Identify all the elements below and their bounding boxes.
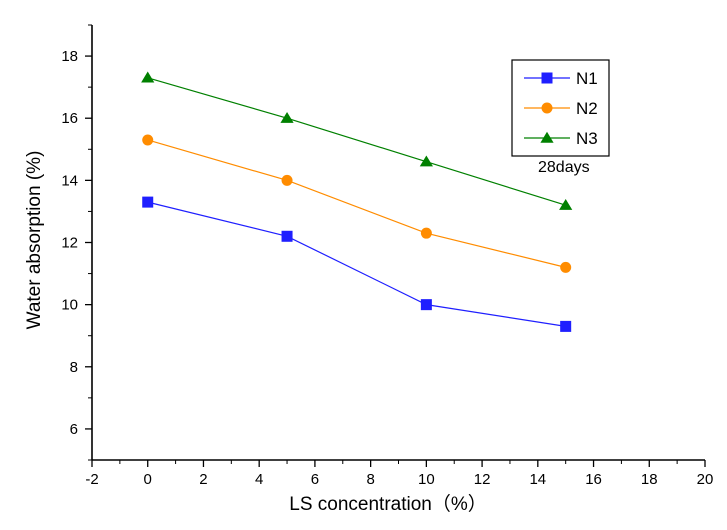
data-point-n1 (142, 196, 154, 208)
data-point-n2 (420, 227, 432, 239)
x-tick-label: 8 (366, 471, 374, 488)
series-line-n3 (147, 77, 566, 206)
series-n2 (142, 134, 572, 273)
series-layer (141, 71, 573, 332)
x-tick-label: 14 (529, 471, 546, 488)
x-tick-label: 12 (474, 471, 491, 488)
axes: -2 0 2 4 6 8 10 12 14 16 18 20 6 8 10 12 14 16 18 (61, 24, 714, 488)
y-tick-label: 8 (70, 359, 78, 376)
data-point-n1 (281, 230, 293, 242)
y-axis-title: Water absorption (%) (24, 151, 45, 330)
legend-item-n3: N3 (524, 129, 598, 148)
legend-label: N3 (576, 129, 598, 148)
data-point-n3 (141, 71, 155, 83)
series-n1 (142, 196, 572, 332)
legend-marker (541, 72, 553, 84)
legend-item-n1: N1 (524, 69, 598, 88)
series-line-n2 (147, 139, 566, 268)
y-tick-label: 14 (61, 172, 78, 189)
data-point-n3 (280, 111, 294, 123)
series-line-n1 (147, 201, 566, 327)
x-tick-label: 4 (255, 471, 263, 488)
y-tick-label: 18 (61, 48, 78, 65)
x-tick-label: 2 (199, 471, 207, 488)
x-tick-label: 10 (418, 471, 435, 488)
x-tick-label: 6 (311, 471, 319, 488)
data-point-n1 (560, 320, 572, 332)
x-tick-label: -2 (85, 471, 98, 488)
legend: N1 N2 N3 (511, 59, 610, 157)
legend-label: N1 (576, 69, 598, 88)
x-tick-label: 20 (697, 471, 714, 488)
data-point-n2 (281, 174, 293, 186)
data-point-n3 (419, 155, 433, 167)
y-tick-label: 12 (61, 235, 78, 252)
y-tick-label: 6 (70, 421, 78, 438)
y-tick-label: 10 (61, 297, 78, 314)
legend-label: N2 (576, 99, 598, 118)
y-tick-label: 16 (61, 110, 78, 127)
x-tick-label: 18 (641, 471, 658, 488)
legend-marker (540, 131, 554, 143)
x-tick-label: 16 (585, 471, 602, 488)
x-tick-label: 0 (144, 471, 152, 488)
data-point-n3 (559, 198, 573, 210)
data-point-n2 (142, 134, 154, 146)
legend-item-n2: N2 (524, 99, 598, 118)
legend-marker (541, 102, 553, 114)
data-point-n1 (420, 299, 432, 311)
series-n3 (141, 71, 573, 210)
data-point-n2 (560, 261, 572, 273)
x-axis-title: LS concentration（%） (289, 493, 487, 515)
annotation-28days: 28days (538, 159, 590, 176)
